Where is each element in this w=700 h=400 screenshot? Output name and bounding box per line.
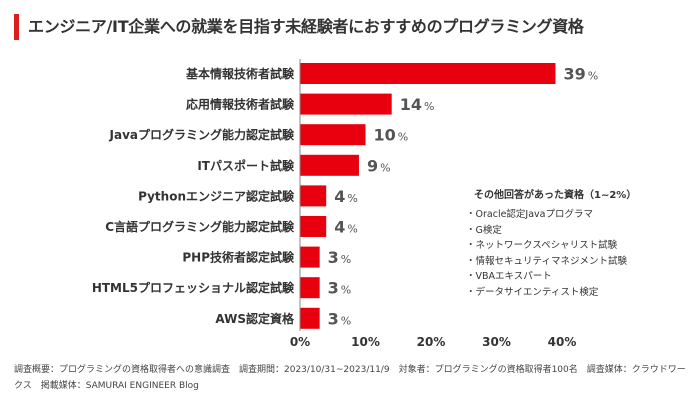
x-tick-label: 20% (417, 335, 446, 349)
bar (300, 154, 359, 176)
category-label: AWS認定資格 (215, 311, 295, 326)
data-label: 39% (563, 65, 598, 84)
data-label: 3% (328, 309, 352, 328)
bar (300, 216, 327, 237)
other-certifications-title: その他回答があった資格（1~2%） (474, 190, 637, 201)
category-label: HTML5プロフェッショナル認定試験 (92, 280, 295, 295)
category-label: 基本情報技術者試験 (185, 66, 295, 81)
data-label: 4% (334, 218, 358, 237)
data-label: 10% (374, 126, 409, 145)
category-label: Pythonエンジニア認定試験 (138, 188, 295, 203)
other-certification-item: G検定 (466, 223, 681, 239)
category-label: C言語プログラミング能力認定試験 (105, 219, 295, 234)
bar (300, 124, 366, 146)
other-certifications-list: Oracle認定Javaプログラマ G検定 ネットワークスペシャリスト試験 情報… (466, 207, 681, 300)
data-label: 4% (334, 187, 358, 206)
other-certification-item: データサイエンティスト検定 (466, 285, 681, 301)
other-certification-item: ネットワークスペシャリスト試験 (466, 238, 681, 254)
other-certification-item: 情報セキュリティマネジメント試験 (466, 254, 681, 270)
data-label: 9% (367, 156, 391, 175)
data-label: 3% (328, 248, 352, 267)
bar (300, 63, 556, 84)
other-certification-item: VBAエキスパート (466, 269, 681, 285)
category-label: 応用情報技術者試験 (186, 97, 295, 112)
bar (300, 307, 320, 329)
title-accent-bar (14, 14, 19, 40)
bar (300, 246, 320, 268)
chart-title: エンジニア/IT企業への就業を目指す未経験者におすすめのプログラミング資格 (28, 17, 584, 36)
x-tick-label: 10% (351, 335, 380, 349)
bar (300, 277, 320, 299)
data-label: 3% (328, 279, 352, 298)
x-tick-label: 30% (482, 335, 511, 349)
other-certifications-panel: その他回答があった資格（1~2%） Oracle認定Javaプログラマ G検定 … (466, 186, 681, 300)
x-tick-label: 0% (290, 335, 310, 349)
category-label: PHP技術者認定試験 (182, 250, 295, 265)
category-label: ITパスポート試験 (197, 158, 295, 173)
x-tick-label: 40% (548, 335, 577, 349)
bar (300, 93, 392, 115)
other-certification-item: Oracle認定Javaプログラマ (466, 207, 681, 223)
bar (300, 185, 327, 207)
survey-footnote: 調査概要：プログラミングの資格取得者への意識調査 調査期間：2023/10/31… (14, 365, 686, 391)
data-label: 14% (400, 95, 435, 114)
category-label: Javaプログラミング能力認定試験 (109, 127, 295, 142)
